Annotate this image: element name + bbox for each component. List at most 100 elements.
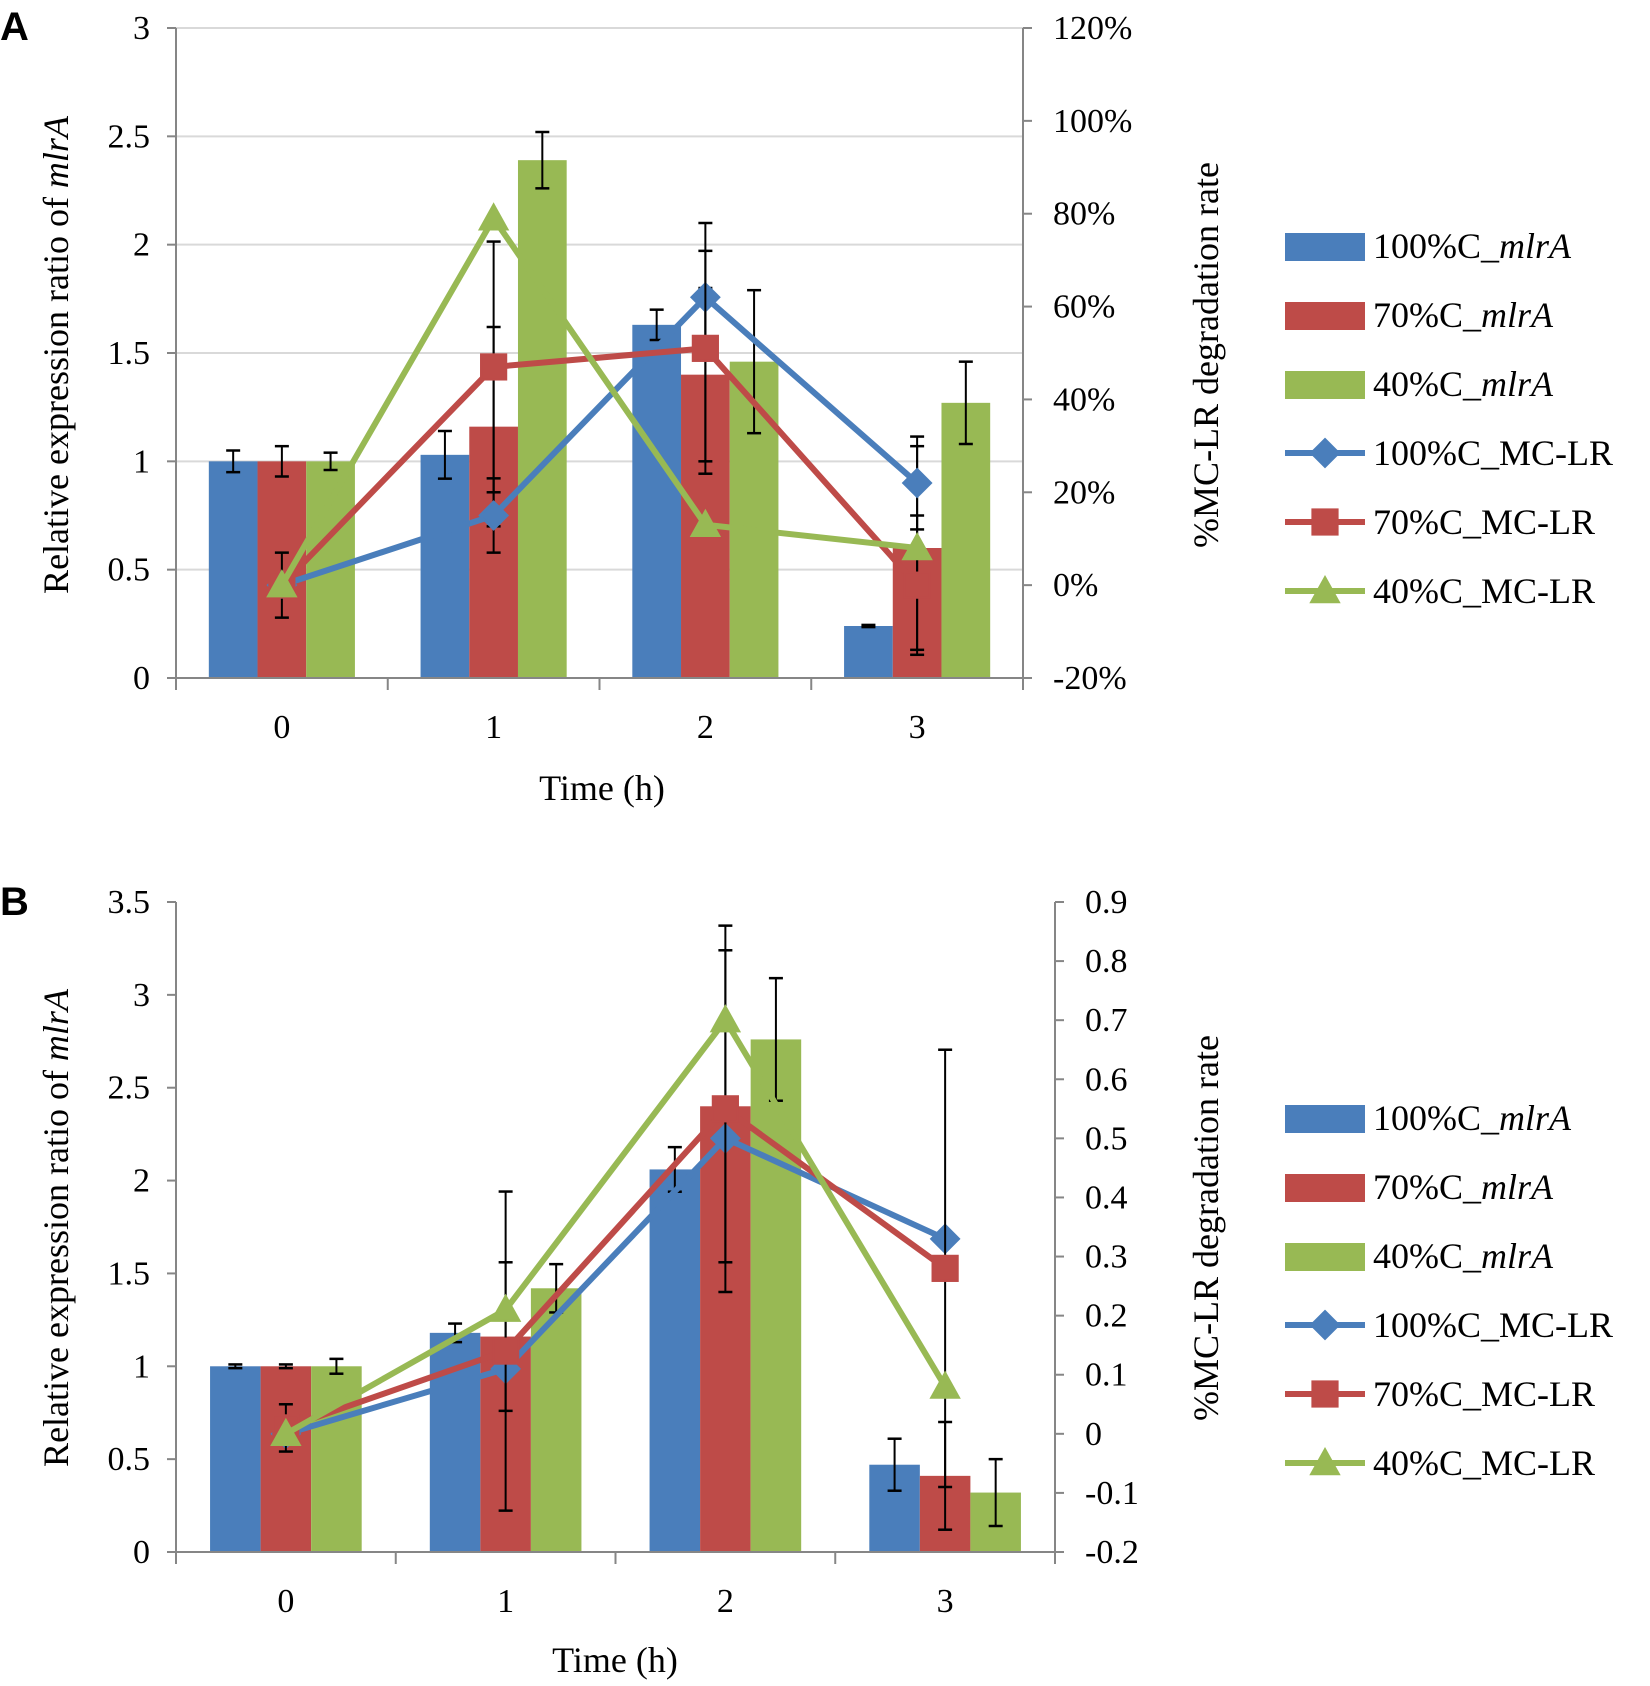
panel-b-y-axis-title-italic: mlrA (36, 988, 76, 1061)
panel-a-y2-tick-label-6: 100% (1053, 103, 1132, 140)
panel-b-x-axis-title: Time (h) (552, 1640, 678, 1680)
panel-a-bar-40pctC-t3 (941, 402, 991, 678)
panel-a-y2-axis-title: %MC-LR degradation rate (1186, 162, 1226, 548)
panel-b-legend-label-bar-1: 70%C_mlrA (1373, 1167, 1554, 1207)
panel-a-bar-100pctC-t1 (420, 454, 470, 678)
panel-a-x-tick-label-0: 0 (273, 709, 290, 746)
panel-a-legend-label-bar-1-italic: mlrA (1481, 295, 1554, 335)
panel-b-y2-tick-label-11: 0.9 (1085, 884, 1128, 921)
panel-a-y-tick-label-5: 2.5 (108, 118, 151, 155)
panel-b-y2-axis-title: %MC-LR degradation rate (1186, 1035, 1226, 1421)
panel-a-legend-swatch-bar-2 (1285, 371, 1365, 399)
panel-a-bar-error-s2-t0 (323, 451, 338, 472)
panel-a-bar-error-s2-t3 (958, 360, 973, 446)
panel-a-y-axis-title-prefix: Relative expression ratio of (36, 188, 76, 594)
panel-b-y2-tick-label-2: 0 (1085, 1416, 1102, 1453)
panel-a-legend-marker-2 (1309, 574, 1341, 604)
panel-b-marker-40pctc-mc-lr-t0 (270, 1417, 302, 1447)
panel-a-bars (208, 160, 991, 678)
panel-b-y2-tick-label-0: -0.2 (1085, 1534, 1139, 1571)
panel-b-y-tick-label-3: 1.5 (108, 1255, 151, 1292)
panel-a-legend-label-bar-2: 40%C_mlrA (1373, 364, 1554, 404)
panel-b-legend-marker-1 (1311, 1380, 1339, 1408)
panel-b-y-tick-label-0: 0 (133, 1534, 150, 1571)
panel-a-marker-100pctc-mc-lr-t1 (478, 500, 510, 531)
panel-b-y-axis-title: Relative expression ratio of mlrA (36, 988, 76, 1467)
panel-b-legend-label-bar-0-italic: mlrA (1499, 1098, 1572, 1138)
panel-a-marker-40pctc-mc-lr-t1 (477, 202, 510, 231)
panel-b-bars (210, 1039, 1021, 1552)
panel-b-lines (270, 924, 961, 1512)
panel-a-marker-40pctc-mc-lr-t0 (266, 569, 298, 598)
panel-a-marker-70pctc-mc-lr-t3 (903, 571, 931, 599)
panel-b-x-tick-label-3: 3 (937, 1583, 954, 1620)
panel-a-legend: 100%C_mlrA70%C_mlrA40%C_mlrA100%C_MC-LR7… (1285, 226, 1613, 611)
panel-b-label: B (0, 880, 29, 924)
panel-b-line-40pctc-mc-lr (284, 1017, 948, 1437)
panel-b-x-tick-label-2: 2 (717, 1583, 734, 1620)
panel-b-legend-label-bar-1-italic: mlrA (1481, 1167, 1554, 1207)
panel-b-bar-100pctC-t0 (210, 1366, 261, 1552)
panel-a-y2-tick-label-0: -20% (1053, 660, 1127, 697)
panel-a-y2-tick-label-2: 20% (1053, 474, 1115, 511)
panel-b-bar-error-s1-t0 (278, 1363, 293, 1370)
panel-a-legend-label-line-2: 40%C_MC-LR (1373, 571, 1595, 611)
panel-a-line-70pctc-mc-lr (279, 345, 920, 588)
panel-b-marker-40pctc-mc-lr-t3 (929, 1370, 961, 1399)
panel-b-y-tick-label-1: 0.5 (108, 1441, 151, 1478)
panel-b-legend-label-line-2: 40%C_MC-LR (1373, 1443, 1595, 1483)
panel-a-y-tick-label-3: 1.5 (108, 335, 151, 372)
panel-a: A 00.511.522.53-20%0%20%40%60%80%100%120… (0, 5, 1613, 808)
panel-b-y2-tick-label-9: 0.7 (1085, 1002, 1128, 1039)
panel-a-marker-40pctc-mc-lr-t2 (689, 508, 722, 537)
panel-a-bar-error-s2-t2 (747, 288, 762, 435)
panel-b-marker-40pctc-mc-lr-t2 (709, 1004, 742, 1033)
panel-a-legend-label-bar-1-prefix: 70%C_ (1373, 295, 1482, 335)
panel-b-bar-40pctC-t2 (750, 1039, 802, 1552)
panel-a-x-tick-label-2: 2 (697, 709, 714, 746)
panel-a-legend-label-bar-0-prefix: 100%C_ (1373, 226, 1500, 266)
panel-a-bar-100pctC-t0 (208, 461, 258, 678)
panel-b-y2-tick-label-5: 0.3 (1085, 1239, 1128, 1276)
panel-a-legend-swatch-bar-1 (1285, 302, 1365, 330)
panel-b-legend-marker-0 (1309, 1309, 1341, 1341)
panel-a-marker-70pctc-mc-lr-t1 (480, 353, 508, 381)
panel-a-legend-label-line-0: 100%C_MC-LR (1373, 433, 1613, 473)
panel-a-y2-tick-label-7: 120% (1053, 10, 1132, 47)
panel-a-label: A (0, 5, 29, 49)
panel-a-marker-40pctc-mc-lr-t3 (901, 531, 933, 561)
panel-a-y-axis-title-italic: mlrA (36, 115, 76, 188)
panel-a-bar-error-s0-t1 (437, 429, 452, 480)
panel-b: B 00.511.522.533.5-0.2-0.100.10.20.30.40… (0, 880, 1613, 1680)
panel-b-bar-40pctC-t1 (530, 1288, 582, 1552)
panel-b-y-tick-label-6: 3 (133, 977, 150, 1014)
panel-b-y2-tick-label-8: 0.6 (1085, 1061, 1128, 1098)
panel-b-bar-error-s0-t3 (887, 1437, 902, 1492)
panel-b-y-tick-label-4: 2 (133, 1163, 150, 1200)
panel-b-legend-label-bar-2: 40%C_mlrA (1373, 1236, 1554, 1276)
panel-b-legend-marker-2 (1309, 1446, 1341, 1476)
panel-b-y2-tick-label-3: 0.1 (1085, 1357, 1128, 1394)
panel-a-y-axis-title: Relative expression ratio of mlrA (36, 115, 76, 594)
panel-a-x-axis-title: Time (h) (539, 768, 665, 808)
panel-b-y2-tick-label-6: 0.4 (1085, 1179, 1128, 1216)
panel-b-legend-label-bar-0-prefix: 100%C_ (1373, 1098, 1500, 1138)
panel-a-y-tick-label-0: 0 (133, 660, 150, 697)
panel-b-bar-error-s2-t0 (329, 1357, 344, 1375)
panel-a-y2-tick-label-5: 80% (1053, 196, 1115, 233)
panel-a-legend-label-bar-2-italic: mlrA (1481, 364, 1554, 404)
panel-b-y2-tick-label-4: 0.2 (1085, 1298, 1128, 1335)
panel-a-bar-error-s0-t0 (226, 449, 241, 474)
panel-b-marker-40pctc-mc-lr-t1 (489, 1293, 522, 1322)
panel-b-line-70pctc-mc-lr (284, 1105, 947, 1431)
panel-b-legend-label-line-0: 100%C_MC-LR (1373, 1305, 1613, 1345)
panel-b-y2-tick-label-7: 0.5 (1085, 1120, 1128, 1157)
panel-b-legend-label-bar-0: 100%C_mlrA (1373, 1098, 1572, 1138)
panel-b-legend-swatch-bar-2 (1285, 1243, 1365, 1271)
panel-b-legend-label-bar-1-prefix: 70%C_ (1373, 1167, 1482, 1207)
panel-a-x-tick-label-3: 3 (909, 709, 926, 746)
panel-a-marker-70pctc-mc-lr-t2 (691, 334, 719, 362)
panel-b-line-100pctc-mc-lr (285, 1135, 947, 1437)
panel-a-y-tick-label-1: 0.5 (108, 552, 151, 589)
